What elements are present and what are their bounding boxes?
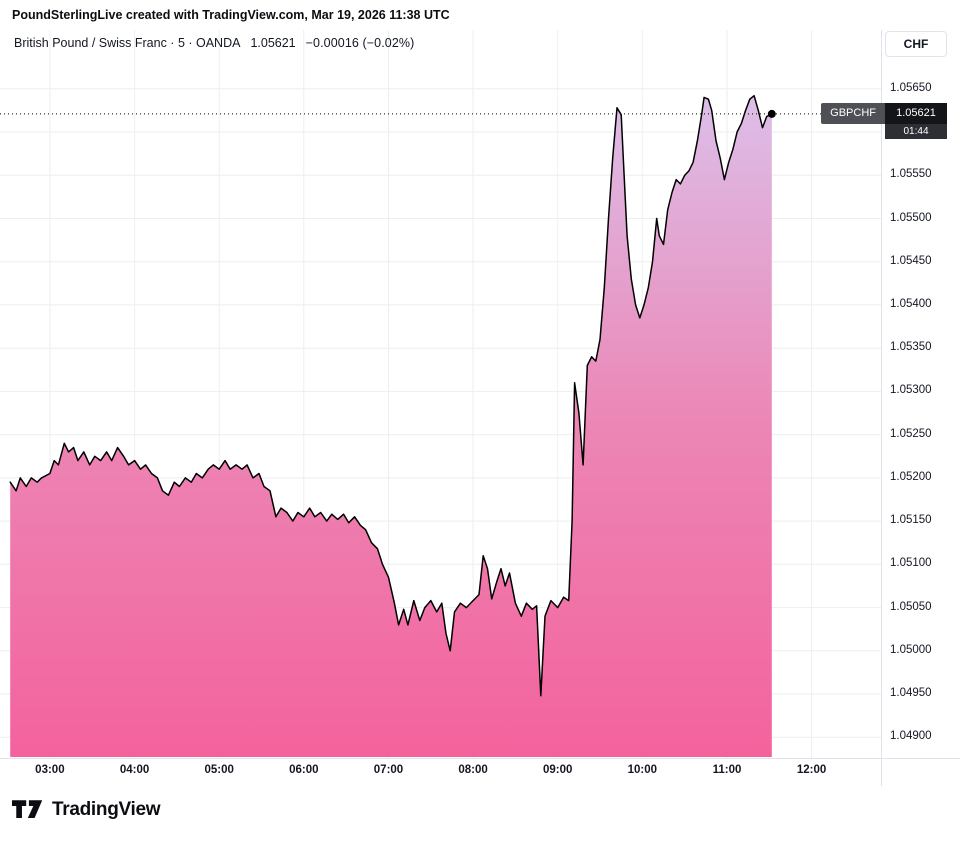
price-axis-label: 1.05400 — [890, 297, 932, 310]
time-axis-label: 04:00 — [119, 764, 150, 776]
price-axis-label: 1.04900 — [890, 730, 932, 743]
time-axis-label: 05:00 — [204, 764, 234, 776]
price-axis-label: 1.05100 — [890, 557, 932, 570]
price-change: −0.00016 (−0.02%) — [305, 36, 415, 50]
time-axis-label: 10:00 — [627, 764, 657, 776]
currency-button[interactable]: CHF — [885, 31, 947, 57]
time-axis-label: 11:00 — [712, 764, 742, 776]
price-axis-label: 1.05050 — [890, 600, 932, 613]
symbol-title[interactable]: British Pound / Swiss Franc · 5 · OANDA — [14, 36, 241, 50]
time-axis-label: 06:00 — [289, 764, 319, 776]
price-axis-label: 1.05650 — [890, 81, 932, 94]
price-flag-countdown: 01:44 — [885, 124, 947, 140]
price-axis-label: 1.05350 — [890, 341, 932, 354]
price-axis-label: 1.05450 — [890, 254, 932, 267]
price-axis-label: 1.05150 — [890, 514, 932, 527]
time-axis-separator — [0, 758, 960, 759]
time-axis-label: 08:00 — [458, 764, 488, 776]
price-axis-label: 1.05000 — [890, 643, 932, 656]
time-axis-label: 07:00 — [373, 764, 404, 776]
time-axis-label: 12:00 — [796, 764, 827, 776]
price-axis-separator — [881, 30, 882, 786]
price-axis-label: 1.05250 — [890, 427, 932, 440]
tradingview-logo[interactable] — [12, 799, 44, 821]
price-axis-label: 1.05300 — [890, 384, 932, 397]
price-axis-label: 1.05500 — [890, 211, 932, 224]
footer: TradingView — [12, 799, 161, 821]
price-axis-label: 1.05550 — [890, 168, 932, 181]
price-flag: GBPCHF 1.05621 01:44 — [821, 103, 947, 140]
time-axis-label: 03:00 — [35, 764, 65, 776]
price-flag-price: 1.05621 — [885, 103, 947, 125]
last-price: 1.05621 — [250, 36, 296, 50]
time-axis[interactable]: 03:00 04:00 05:00 06:00 07:00 08:00 09:00 10:00… — [0, 758, 881, 786]
symbol-info: British Pound / Swiss Franc · 5 · OANDA … — [14, 36, 414, 50]
time-axis-label: 09:00 — [542, 764, 573, 776]
price-chart[interactable] — [0, 30, 881, 758]
price-axis-label: 1.04950 — [890, 687, 932, 699]
price-flag-symbol: GBPCHF — [821, 103, 885, 125]
attribution-text: PoundSterlingLive created with TradingVi… — [12, 8, 450, 22]
tradingview-wordmark[interactable]: TradingView — [52, 799, 161, 820]
price-axis-label: 1.05200 — [890, 470, 932, 483]
